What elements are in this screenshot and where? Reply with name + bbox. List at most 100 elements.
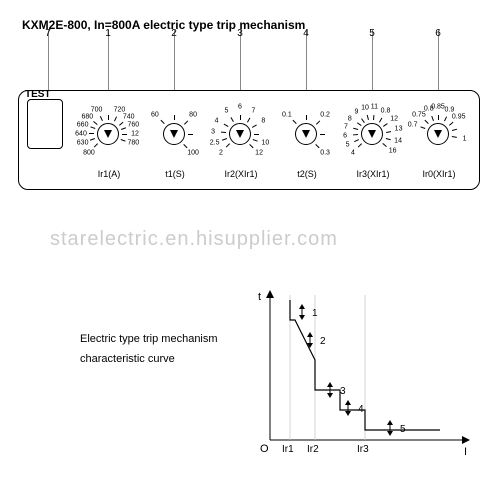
dial-tick-label: 0.9 [445, 106, 455, 113]
test-button[interactable] [27, 99, 63, 149]
origin-label: O [260, 443, 269, 455]
dial-tick-label: 4 [215, 117, 219, 124]
dial-tick [452, 136, 457, 138]
arrow-down-icon [302, 130, 310, 138]
dial-tick-label: 80 [189, 111, 197, 118]
x-tick-label: Ir3 [357, 444, 369, 455]
dial-tick-label: 60 [151, 111, 159, 118]
guide-line [372, 30, 373, 90]
dial-tick [449, 122, 453, 126]
dial-tick-label: 800 [83, 150, 95, 157]
dial-tick-label: 5 [346, 142, 350, 149]
dial-tick-label: 0.3 [320, 150, 330, 157]
dial-tick [444, 117, 447, 122]
dial-tick [452, 129, 457, 131]
dial-4[interactable]: 45678910110.812131416Ir3(XIr1) [343, 105, 403, 165]
dial-tick [420, 127, 425, 130]
dial-tick [382, 143, 386, 147]
dial-tick-label: 0.8 [381, 107, 391, 114]
dial-tick-label: 6 [238, 104, 242, 111]
dial-5[interactable]: 0.70.750.80.850.90.951Ir0(XIr1) [409, 105, 469, 165]
dial-tick [293, 120, 297, 124]
dial-knob[interactable] [427, 123, 449, 145]
dial-tick [183, 144, 187, 148]
guide-line [240, 30, 241, 90]
dial-tick [90, 138, 95, 141]
dial-knob[interactable] [229, 123, 251, 145]
dial-tick-label: 4 [351, 150, 355, 157]
dial-tick [361, 118, 365, 123]
arrow-down-icon [236, 130, 244, 138]
dial-tick-label: 740 [123, 113, 135, 120]
dial-knob[interactable] [295, 123, 317, 145]
x-tick-label: Ir1 [282, 444, 294, 455]
dial-tick [188, 134, 193, 135]
dial-tick [315, 144, 319, 148]
guide-number: 2 [171, 28, 177, 39]
guide-line [174, 30, 175, 90]
dial-tick-label: 0.95 [452, 113, 466, 120]
marker-arrow-up-icon [327, 382, 333, 387]
dial-1[interactable]: 6080100t1(S) [145, 105, 205, 165]
dial-tick-label: 100 [187, 150, 199, 157]
dial-knob[interactable] [361, 123, 383, 145]
dial-tick-label: 720 [114, 106, 126, 113]
dial-tick [438, 115, 439, 120]
dial-2[interactable]: 22.53456781012Ir2(XIr1) [211, 105, 271, 165]
dial-tick-label: 1 [463, 135, 467, 142]
dial-tick [224, 124, 229, 127]
dial-3[interactable]: 0.10.20.3t2(S) [277, 105, 337, 165]
dial-tick [354, 139, 359, 142]
dial-tick-label: 10 [361, 104, 369, 111]
dial-tick [373, 115, 374, 120]
dial-tick [222, 138, 227, 141]
marker-label: 4 [358, 404, 364, 415]
dial-label: t2(S) [277, 169, 337, 179]
dial-tick [383, 123, 388, 127]
dial-tick-label: 7 [252, 107, 256, 114]
dial-tick-label: 660 [77, 121, 89, 128]
dial-knob[interactable] [163, 123, 185, 145]
curve-chart: tIOIr1Ir2Ir312345 [240, 290, 480, 470]
dial-tick [431, 116, 434, 121]
dial-tick [367, 115, 369, 120]
dial-tick [356, 122, 361, 126]
dial-tick [89, 133, 94, 134]
curve-caption: Electric type trip mechanism characteris… [80, 330, 218, 370]
guide-number: 6 [435, 28, 441, 39]
guide-number: 4 [303, 28, 309, 39]
dial-tick [353, 134, 358, 135]
marker-arrow-up-icon [307, 332, 313, 337]
dial-0[interactable]: 80063064066068070072074076012780Ir1(A) [79, 105, 139, 165]
dial-tick-label: 0.7 [408, 121, 418, 128]
dial-tick-label: 0.2 [320, 111, 330, 118]
dial-tick [174, 115, 175, 120]
dial-tick [100, 116, 103, 121]
dial-tick-label: 5 [225, 107, 229, 114]
marker-arrow-up-icon [299, 304, 305, 309]
dial-tick-label: 0.75 [412, 111, 426, 118]
caption-line-2: characteristic curve [80, 350, 218, 370]
dial-tick-label: 700 [91, 106, 103, 113]
marker-arrow-down-icon [387, 431, 393, 436]
guide-number: 5 [369, 28, 375, 39]
dial-tick [316, 121, 320, 125]
arrow-down-icon [170, 130, 178, 138]
dial-tick [121, 139, 126, 142]
marker-arrow-up-icon [345, 400, 351, 405]
dial-tick [231, 117, 234, 122]
dial-tick [119, 122, 123, 126]
dial-tick-label: 630 [77, 140, 89, 147]
dial-tick-label: 8 [348, 115, 352, 122]
dial-knob[interactable] [97, 123, 119, 145]
dial-tick [221, 131, 226, 132]
dial-tick [122, 134, 127, 135]
dial-tick-label: 0.1 [282, 111, 292, 118]
dial-tick [121, 127, 126, 130]
dial-label: t1(S) [145, 169, 205, 179]
marker-label: 3 [340, 386, 346, 397]
marker-arrow-down-icon [327, 393, 333, 398]
guide-line [438, 30, 439, 90]
guide-line [306, 30, 307, 90]
dial-tick-label: 16 [389, 148, 397, 155]
